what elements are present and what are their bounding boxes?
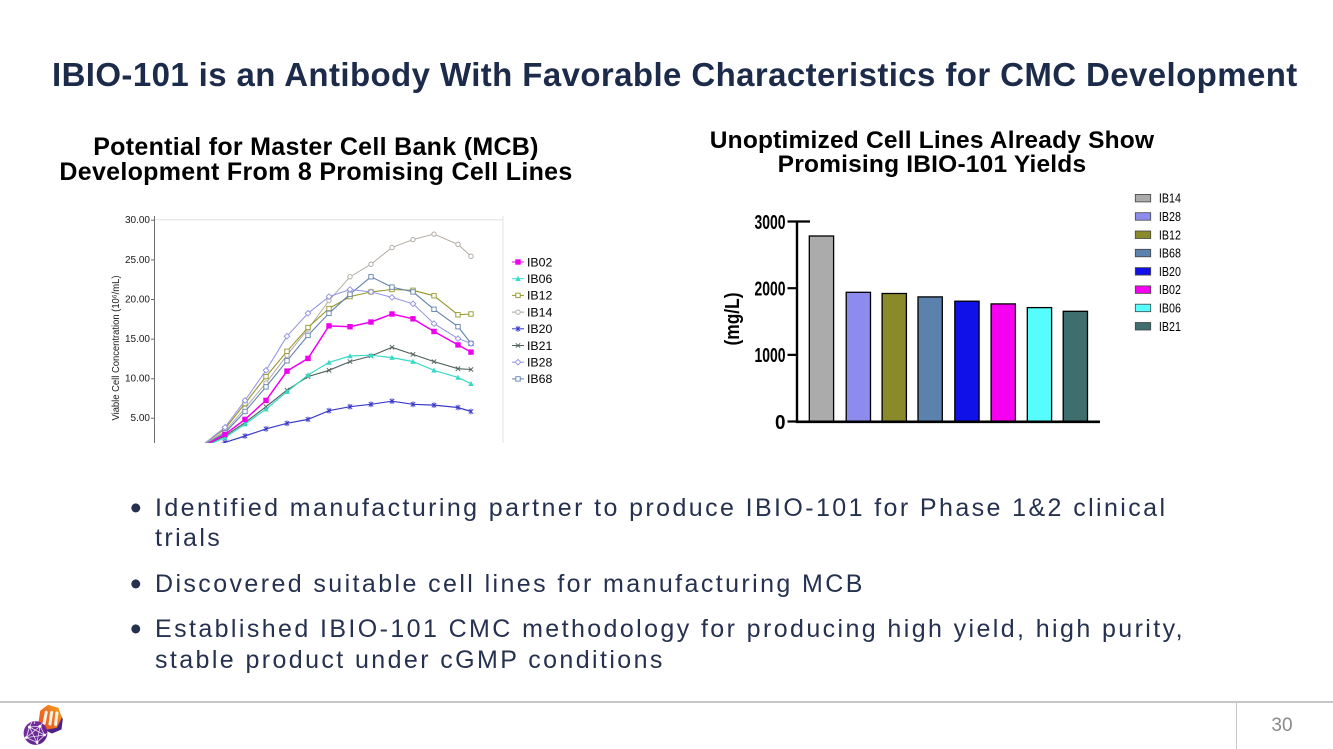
svg-text:IB06: IB06 (527, 272, 552, 286)
svg-text:IB14: IB14 (527, 305, 552, 319)
svg-text:IB12: IB12 (527, 289, 552, 303)
svg-text:IB21: IB21 (1159, 320, 1181, 334)
svg-text:0: 0 (775, 411, 786, 434)
svg-text:IB68: IB68 (1159, 247, 1181, 261)
svg-text:IB68: IB68 (527, 372, 552, 386)
svg-text:IB14: IB14 (1159, 192, 1181, 206)
svg-text:Viable Cell Concentration (10⁶: Viable Cell Concentration (10⁶/mL) (111, 276, 122, 421)
svg-text:IB21: IB21 (527, 339, 552, 353)
svg-text:IB20: IB20 (1159, 265, 1181, 279)
svg-text:10.00: 10.00 (125, 374, 150, 385)
svg-text:3000: 3000 (755, 211, 786, 234)
svg-text:30.00: 30.00 (125, 215, 150, 226)
svg-text:15.00: 15.00 (125, 334, 150, 345)
svg-text:IB02: IB02 (527, 255, 552, 269)
svg-text:2000: 2000 (755, 278, 786, 301)
svg-text:IB12: IB12 (1159, 228, 1181, 242)
svg-text:20.00: 20.00 (125, 294, 150, 305)
svg-text:IB28: IB28 (527, 356, 552, 370)
svg-text:(mg/L): (mg/L) (721, 293, 744, 346)
svg-text:IB06: IB06 (1159, 302, 1181, 316)
svg-text:IB28: IB28 (1159, 210, 1181, 224)
svg-text:1000: 1000 (755, 344, 786, 367)
svg-text:25.00: 25.00 (125, 255, 150, 266)
svg-text:IB20: IB20 (527, 322, 552, 336)
svg-text:5.00: 5.00 (131, 413, 151, 424)
svg-text:IB02: IB02 (1159, 283, 1181, 297)
